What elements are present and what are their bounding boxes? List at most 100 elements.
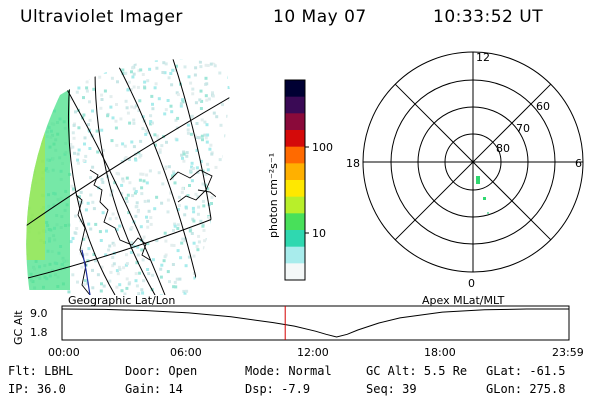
noise-pixel	[213, 283, 217, 287]
noise-pixel	[141, 294, 145, 296]
noise-pixel	[243, 134, 246, 137]
noise-pixel	[123, 144, 127, 148]
noise-pixel	[170, 243, 174, 247]
noise-pixel	[196, 195, 200, 199]
noise-pixel	[22, 235, 25, 238]
noise-pixel	[137, 151, 141, 155]
noise-pixel	[243, 88, 246, 91]
noise-pixel	[210, 152, 214, 156]
noise-pixel	[138, 178, 142, 182]
noise-pixel	[163, 112, 167, 116]
noise-pixel	[139, 68, 143, 72]
noise-pixel	[175, 126, 179, 130]
noise-pixel	[199, 107, 203, 110]
noise-pixel	[100, 98, 104, 101]
noise-pixel	[176, 227, 180, 230]
noise-pixel	[195, 166, 199, 170]
noise-pixel	[235, 111, 238, 114]
noise-pixel	[127, 80, 131, 84]
noise-pixel	[189, 169, 193, 173]
noise-pixel	[26, 129, 29, 133]
noise-pixel	[183, 237, 187, 241]
noise-pixel	[83, 279, 87, 283]
noise-pixel	[247, 159, 250, 162]
noise-pixel	[94, 222, 98, 226]
colorbar-segment	[285, 80, 305, 98]
noise-pixel	[129, 227, 133, 231]
noise-pixel	[232, 93, 235, 96]
noise-pixel	[21, 202, 24, 205]
noise-pixel	[227, 86, 230, 89]
noise-pixel	[82, 113, 86, 117]
noise-pixel	[26, 133, 30, 137]
mlt-label-0: 0	[468, 277, 475, 290]
noise-pixel	[88, 147, 92, 150]
noise-pixel	[117, 265, 121, 269]
noise-pixel	[198, 275, 202, 279]
noise-pixel	[205, 82, 209, 86]
colorbar-segment	[285, 96, 305, 114]
noise-pixel	[220, 184, 223, 188]
noise-pixel	[141, 291, 145, 295]
noise-pixel	[127, 282, 131, 286]
noise-pixel	[158, 50, 161, 53]
noise-pixel	[74, 110, 77, 114]
noise-pixel	[228, 179, 230, 183]
noise-pixel	[164, 253, 168, 257]
noise-pixel	[174, 68, 177, 72]
noise-pixel	[190, 161, 194, 165]
noise-pixel	[125, 277, 129, 281]
noise-pixel	[117, 172, 121, 176]
noise-pixel	[193, 276, 197, 280]
altitude-curve	[61, 308, 569, 338]
noise-pixel	[237, 107, 240, 110]
noise-pixel	[228, 219, 230, 223]
noise-pixel	[208, 147, 212, 151]
noise-pixel	[206, 64, 210, 67]
noise-pixel	[51, 90, 55, 94]
noise-pixel	[180, 55, 183, 58]
noise-pixel	[189, 81, 193, 85]
noise-pixel	[62, 64, 66, 67]
noise-pixel	[198, 60, 202, 64]
noise-pixel	[145, 181, 149, 185]
noise-pixel	[233, 183, 236, 186]
noise-pixel	[235, 230, 238, 233]
noise-pixel	[20, 169, 23, 172]
noise-pixel	[211, 256, 215, 260]
noise-pixel	[89, 59, 93, 61]
timeline-x-tick: 12:00	[297, 346, 329, 359]
noise-pixel	[173, 280, 177, 284]
noise-pixel	[49, 105, 53, 109]
noise-pixel	[103, 89, 107, 93]
noise-pixel	[170, 110, 174, 114]
noise-pixel	[184, 264, 188, 268]
noise-pixel	[201, 182, 205, 186]
noise-pixel	[243, 231, 246, 234]
noise-pixel	[26, 102, 30, 106]
noise-pixel	[188, 184, 191, 187]
noise-pixel	[207, 216, 211, 220]
noise-pixel	[26, 155, 30, 159]
noise-pixel	[145, 173, 149, 177]
noise-pixel	[232, 285, 235, 288]
noise-pixel	[243, 259, 246, 262]
noise-pixel	[119, 117, 123, 121]
noise-pixel	[139, 172, 143, 176]
noise-pixel	[77, 86, 81, 90]
noise-pixel	[134, 205, 138, 209]
noise-pixel	[29, 129, 33, 133]
noise-pixel	[100, 177, 104, 181]
noise-pixel	[247, 52, 250, 55]
noise-pixel	[248, 206, 251, 209]
noise-pixel	[164, 108, 168, 112]
noise-pixel	[111, 212, 115, 216]
polar-auroral-dot	[487, 212, 489, 214]
noise-pixel	[167, 165, 171, 169]
status-gain: Gain: 14	[125, 382, 183, 396]
noise-pixel	[149, 114, 153, 118]
noise-pixel	[58, 59, 62, 61]
noise-pixel	[172, 285, 176, 289]
noise-pixel	[138, 155, 142, 159]
noise-pixel	[165, 140, 168, 144]
